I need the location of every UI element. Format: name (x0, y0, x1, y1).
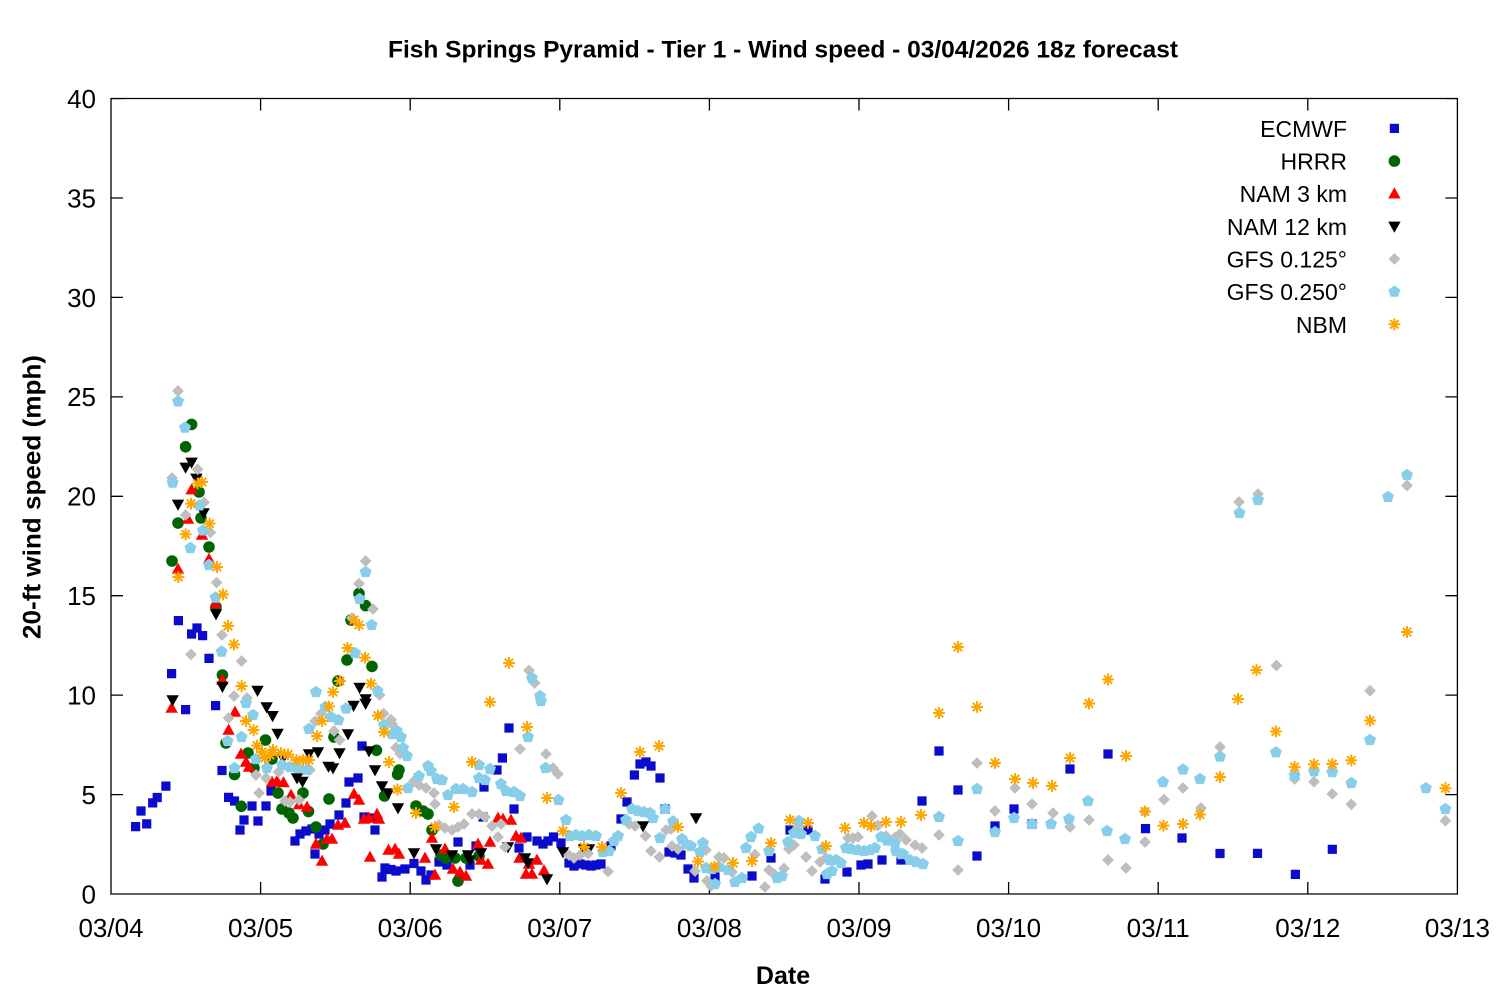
svg-text:10: 10 (67, 681, 96, 711)
svg-text:20: 20 (67, 482, 96, 512)
svg-text:NAM 3 km: NAM 3 km (1240, 181, 1347, 207)
svg-text:30: 30 (67, 283, 96, 313)
svg-text:20-ft wind speed (mph): 20-ft wind speed (mph) (19, 355, 47, 639)
svg-text:15: 15 (67, 581, 96, 611)
svg-text:03/12: 03/12 (1275, 913, 1340, 943)
svg-text:NAM 12 km: NAM 12 km (1227, 214, 1347, 240)
svg-text:03/07: 03/07 (527, 913, 592, 943)
svg-text:03/04: 03/04 (78, 913, 143, 943)
svg-text:03/11: 03/11 (1127, 913, 1190, 943)
svg-text:NBM: NBM (1296, 312, 1347, 338)
svg-text:03/09: 03/09 (826, 913, 891, 943)
svg-text:GFS 0.250°: GFS 0.250° (1227, 279, 1347, 305)
svg-text:0: 0 (82, 879, 96, 909)
svg-text:03/05: 03/05 (228, 913, 293, 943)
svg-text:03/10: 03/10 (976, 913, 1041, 943)
svg-text:Fish Springs Pyramid - Tier 1: Fish Springs Pyramid - Tier 1 - Wind spe… (388, 37, 1178, 64)
svg-text:40: 40 (67, 84, 96, 114)
svg-text:ECMWF: ECMWF (1260, 116, 1347, 142)
svg-text:35: 35 (67, 183, 96, 213)
svg-text:03/08: 03/08 (677, 913, 742, 943)
svg-text:03/13: 03/13 (1425, 913, 1490, 943)
svg-text:HRRR: HRRR (1281, 149, 1347, 175)
svg-text:GFS 0.125°: GFS 0.125° (1227, 247, 1347, 273)
svg-text:Date: Date (756, 962, 810, 990)
svg-text:25: 25 (67, 382, 96, 412)
svg-text:5: 5 (82, 780, 96, 810)
svg-text:03/06: 03/06 (378, 913, 443, 943)
